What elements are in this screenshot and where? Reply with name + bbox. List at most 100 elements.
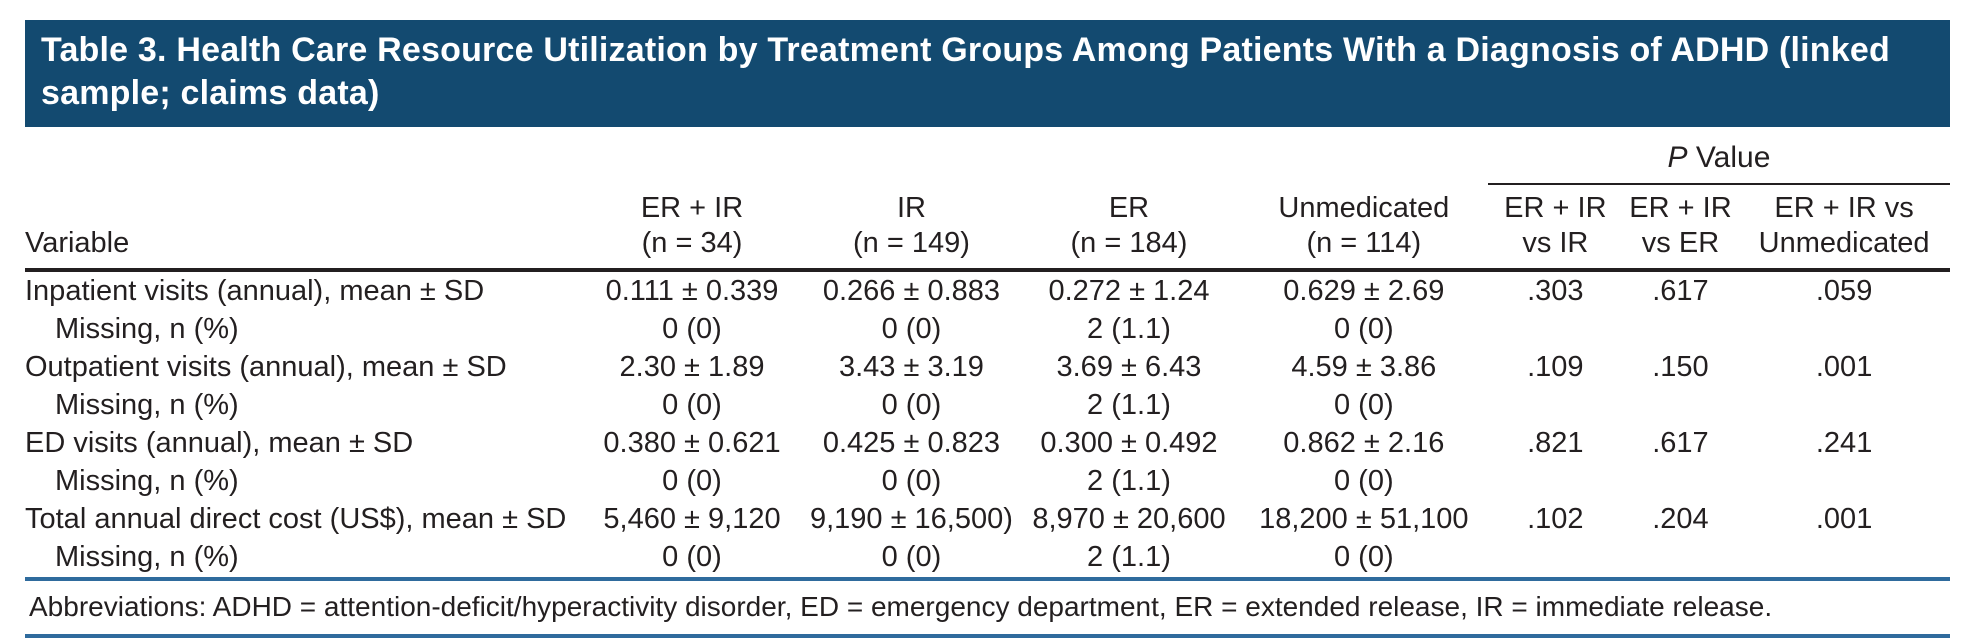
cell-value: 0 (0) xyxy=(1333,540,1394,573)
cell-pvalue: .617 xyxy=(1652,426,1709,459)
table-row-outpatient-missing: Missing, n (%) 0 (0) 0 (0) 2 (1.1) 0 (0) xyxy=(25,386,1950,424)
pvalue-label-rest: Value xyxy=(1687,141,1771,174)
cell-value: 0.380 ± 0.621 xyxy=(603,426,781,459)
table-row-ed-missing: Missing, n (%) 0 (0) 0 (0) 2 (1.1) 0 (0) xyxy=(25,462,1950,500)
cell-value: 0.111 ± 0.339 xyxy=(605,274,779,307)
column-header-p-er-ir-vs-er: ER + IR vs ER xyxy=(1622,184,1739,272)
table-row-inpatient-missing: Missing, n (%) 0 (0) 0 (0) 2 (1.1) 0 (0) xyxy=(25,310,1950,348)
column-header-row: Variable ER + IR (n = 34) IR (n = 149) E… xyxy=(25,184,1950,272)
table-figure: Table 3. Health Care Resource Utilizatio… xyxy=(25,20,1950,638)
cell-value: 0.425 ± 0.823 xyxy=(822,426,1001,459)
header-spacer xyxy=(25,127,1488,184)
cell-value: 0 (0) xyxy=(662,312,722,345)
cell-value: 0.300 ± 0.492 xyxy=(1040,426,1218,459)
cell-value: 3.69 ± 6.43 xyxy=(1056,350,1202,383)
cell-value: 0 (0) xyxy=(881,540,942,573)
column-header-line2: (n = 114) xyxy=(1306,227,1422,259)
column-header-line1: IR xyxy=(896,192,926,224)
cell-pvalue xyxy=(1488,386,1623,424)
row-label: ED visits (annual), mean ± SD xyxy=(25,426,414,459)
cell-pvalue: .241 xyxy=(1815,426,1873,459)
row-label: Missing, n (%) xyxy=(55,540,239,573)
column-header-p-er-ir-vs-unmedicated: ER + IR vs Unmedicated xyxy=(1738,184,1950,272)
cell-value: 2 (1.1) xyxy=(1087,312,1171,345)
cell-pvalue: .204 xyxy=(1652,502,1709,535)
column-header-er-plus-ir: ER + IR (n = 34) xyxy=(579,184,805,272)
column-header-line1: ER + IR xyxy=(1629,192,1732,224)
cell-value: 0 (0) xyxy=(662,388,722,421)
cell-pvalue: .303 xyxy=(1527,274,1584,307)
cell-value: 9,190 ± 16,500) xyxy=(809,502,1013,535)
cell-value: 0 (0) xyxy=(1333,312,1394,345)
column-header-ir: IR (n = 149) xyxy=(804,184,1019,272)
cell-value: 0.862 ± 2.16 xyxy=(1283,426,1445,459)
cell-pvalue: .001 xyxy=(1815,502,1873,535)
cell-value: 0 (0) xyxy=(881,312,942,345)
cell-pvalue: .617 xyxy=(1652,274,1709,307)
cell-value: 3.43 ± 3.19 xyxy=(838,350,984,383)
cell-value: 2 (1.1) xyxy=(1087,388,1171,421)
row-label: Outpatient visits (annual), mean ± SD xyxy=(25,350,507,383)
row-label: Missing, n (%) xyxy=(55,464,239,497)
table-row-total-cost: Total annual direct cost (US$), mean ± S… xyxy=(25,500,1950,538)
column-header-line2: (n = 149) xyxy=(853,227,970,259)
cell-value: 2.30 ± 1.89 xyxy=(619,350,765,383)
cell-value: 0.272 ± 1.24 xyxy=(1048,274,1210,307)
row-label: Missing, n (%) xyxy=(55,312,239,345)
cell-pvalue xyxy=(1738,386,1950,424)
column-header-line1: ER + IR xyxy=(640,192,744,224)
pvalue-spanner-row: P Value xyxy=(25,127,1950,185)
cell-pvalue xyxy=(1623,538,1739,576)
cell-pvalue: .109 xyxy=(1527,350,1584,383)
table-row-ed-visits: ED visits (annual), mean ± SD 0.380 ± 0.… xyxy=(25,424,1950,462)
cell-pvalue xyxy=(1488,462,1623,500)
cell-value: 0.629 ± 2.69 xyxy=(1283,274,1445,307)
column-header-line2: Unmedicated xyxy=(1758,227,1930,259)
cell-value: 4.59 ± 3.86 xyxy=(1291,350,1437,383)
column-header-p-er-ir-vs-ir: ER + IR vs IR xyxy=(1487,184,1623,272)
abbreviations-note: Abbreviations: ADHD = attention-deficit/… xyxy=(25,577,1950,638)
column-header-line2: vs ER xyxy=(1641,227,1720,259)
column-header-line1: ER + IR xyxy=(1504,192,1607,224)
column-header-line2: (n = 34) xyxy=(641,227,743,259)
cell-value: 2 (1.1) xyxy=(1087,540,1171,573)
table-row-total-cost-missing: Missing, n (%) 0 (0) 0 (0) 2 (1.1) 0 (0) xyxy=(25,538,1950,576)
cell-value: 18,200 ± 51,100 xyxy=(1259,502,1469,535)
column-header-line1: ER xyxy=(1108,192,1150,224)
row-label: Missing, n (%) xyxy=(55,388,239,421)
cell-pvalue xyxy=(1738,538,1950,576)
cell-pvalue xyxy=(1738,462,1950,500)
cell-pvalue xyxy=(1623,310,1739,348)
resource-utilization-table: P Value Variable ER + IR (n = 34) IR (n … xyxy=(25,127,1950,576)
cell-pvalue: .001 xyxy=(1815,350,1873,383)
cell-value: 8,970 ± 20,600 xyxy=(1032,502,1226,535)
column-header-variable: Variable xyxy=(25,184,580,272)
column-header-line2: (n = 184) xyxy=(1070,227,1188,259)
cell-value: 0 (0) xyxy=(662,540,722,573)
column-header-line2: vs IR xyxy=(1522,227,1589,259)
cell-pvalue: .150 xyxy=(1652,350,1709,383)
cell-pvalue xyxy=(1488,310,1623,348)
column-header-er: ER (n = 184) xyxy=(1018,184,1240,272)
column-header-line1: ER + IR vs xyxy=(1774,192,1914,224)
cell-value: 0 (0) xyxy=(1333,388,1394,421)
pvalue-group-header: P Value xyxy=(1487,127,1950,185)
pvalue-label-p: P xyxy=(1667,141,1688,174)
table-title: Table 3. Health Care Resource Utilizatio… xyxy=(41,31,1890,112)
cell-value: 0 (0) xyxy=(662,464,722,497)
cell-pvalue: .821 xyxy=(1527,426,1584,459)
row-label: Total annual direct cost (US$), mean ± S… xyxy=(25,502,567,535)
cell-value: 0 (0) xyxy=(881,388,942,421)
cell-pvalue xyxy=(1623,386,1739,424)
cell-value: 5,460 ± 9,120 xyxy=(603,502,781,535)
cell-value: 0.266 ± 0.883 xyxy=(822,274,1001,307)
cell-pvalue xyxy=(1623,462,1739,500)
row-label: Inpatient visits (annual), mean ± SD xyxy=(25,274,485,307)
table-title-bar: Table 3. Health Care Resource Utilizatio… xyxy=(25,20,1950,127)
cell-value: 0 (0) xyxy=(1333,464,1394,497)
table-row-inpatient-visits: Inpatient visits (annual), mean ± SD 0.1… xyxy=(25,270,1950,310)
cell-pvalue xyxy=(1738,310,1950,348)
column-header-unmedicated: Unmedicated (n = 114) xyxy=(1239,184,1488,272)
cell-pvalue: .059 xyxy=(1815,274,1873,307)
table-row-outpatient-visits: Outpatient visits (annual), mean ± SD 2.… xyxy=(25,348,1950,386)
